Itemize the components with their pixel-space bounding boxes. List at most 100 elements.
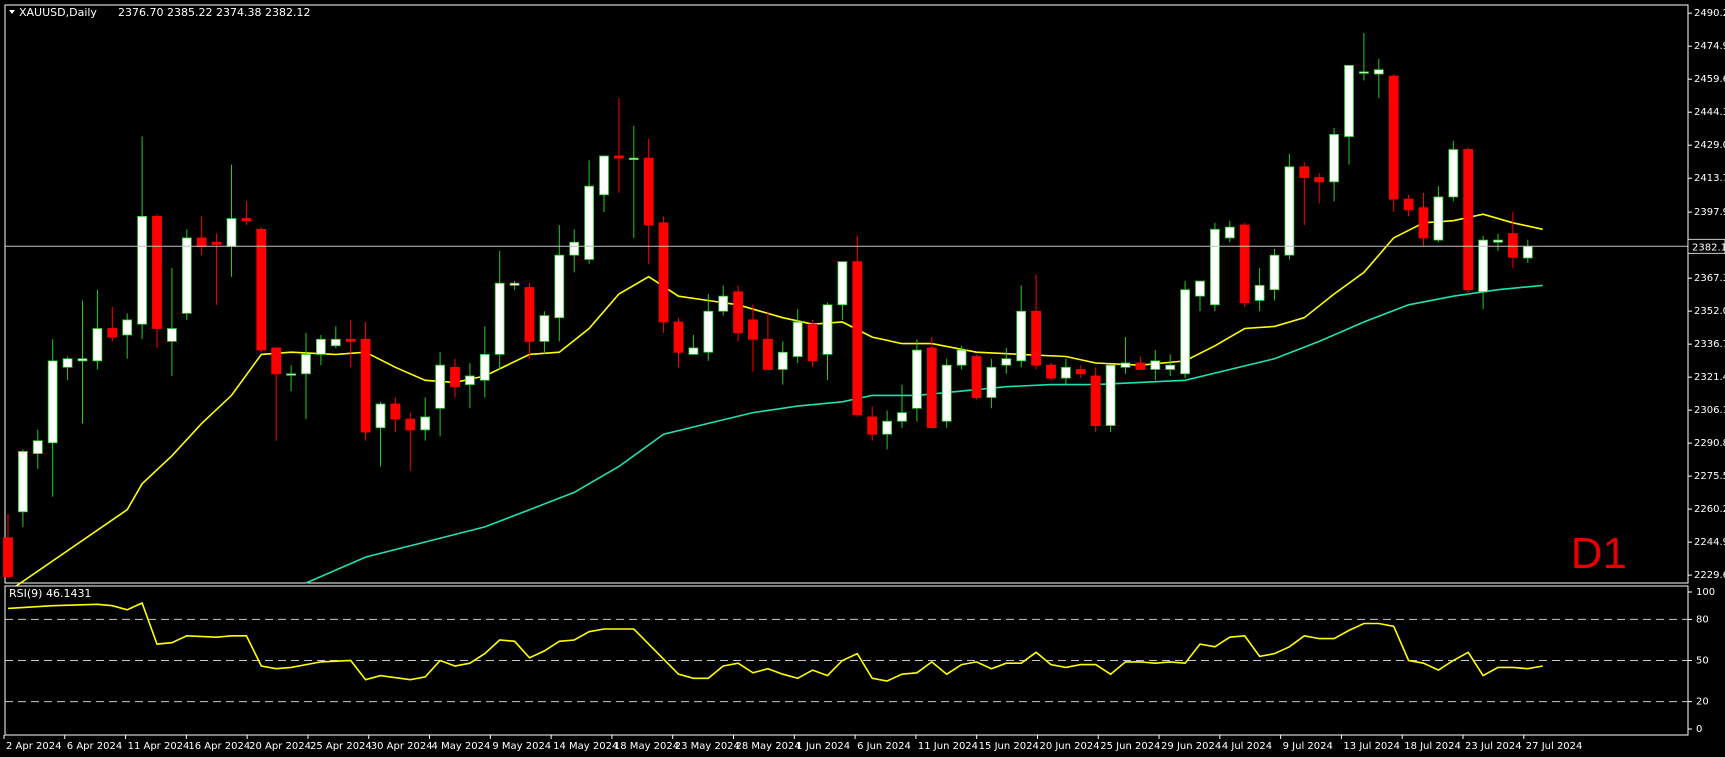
bear-candle[interactable]	[1031, 274, 1041, 370]
bull-candle[interactable]	[1359, 33, 1369, 81]
bull-candle[interactable]	[1016, 285, 1027, 368]
bull-candle[interactable]	[1120, 337, 1131, 374]
bull-candle[interactable]	[301, 332, 311, 420]
collapse-triangle-icon[interactable]	[9, 10, 15, 14]
bull-candle[interactable]	[1373, 58, 1384, 98]
bear-candle[interactable]	[1046, 363, 1056, 381]
bear-candle[interactable]	[256, 227, 267, 353]
bull-candle[interactable]	[1493, 233, 1503, 251]
bull-candle[interactable]	[330, 326, 341, 348]
bull-candle[interactable]	[137, 136, 148, 340]
bull-candle[interactable]	[986, 358, 997, 409]
bull-candle[interactable]	[315, 334, 326, 366]
bear-candle[interactable]	[763, 311, 773, 370]
bear-candle[interactable]	[152, 214, 162, 348]
bear-candle[interactable]	[614, 97, 624, 193]
bear-candle[interactable]	[1135, 356, 1146, 370]
candle-layer[interactable]	[3, 33, 1533, 579]
bull-candle[interactable]	[509, 281, 520, 290]
bull-candle[interactable]	[420, 397, 431, 441]
bull-candle[interactable]	[17, 449, 28, 527]
bull-candle[interactable]	[92, 289, 103, 370]
bull-candle[interactable]	[703, 294, 714, 361]
bear-candle[interactable]	[390, 397, 401, 433]
bear-candle[interactable]	[3, 513, 13, 579]
bear-candle[interactable]	[1239, 222, 1250, 307]
bear-candle[interactable]	[1388, 74, 1399, 213]
bull-candle[interactable]	[1001, 347, 1012, 374]
bull-candle[interactable]	[479, 326, 490, 398]
bull-candle[interactable]	[882, 410, 892, 450]
bull-candle[interactable]	[897, 384, 907, 428]
bull-candle[interactable]	[1269, 248, 1280, 301]
bull-candle[interactable]	[1448, 140, 1459, 202]
bull-candle[interactable]	[1329, 127, 1339, 202]
bear-candle[interactable]	[658, 216, 669, 333]
bull-candle[interactable]	[688, 334, 699, 355]
bull-candle[interactable]	[77, 300, 88, 424]
bull-candle[interactable]	[628, 125, 639, 238]
bull-candle[interactable]	[32, 429, 43, 469]
bull-candle[interactable]	[822, 302, 833, 381]
bear-candle[interactable]	[107, 306, 118, 342]
bear-candle[interactable]	[807, 319, 818, 368]
bear-candle[interactable]	[1463, 147, 1474, 294]
bull-candle[interactable]	[554, 224, 565, 342]
bull-candle[interactable]	[47, 339, 58, 497]
bull-candle[interactable]	[1195, 280, 1205, 312]
bear-candle[interactable]	[1508, 212, 1518, 269]
bear-candle[interactable]	[1090, 367, 1101, 433]
bear-candle[interactable]	[241, 201, 252, 225]
bull-candle[interactable]	[777, 341, 788, 385]
bull-candle[interactable]	[837, 261, 848, 320]
bull-candle[interactable]	[166, 268, 177, 376]
bear-candle[interactable]	[1403, 194, 1414, 217]
bear-candle[interactable]	[345, 319, 356, 368]
rsi-panel[interactable]: 100 80 50 20 0 RSI(9) 46.1431	[4, 585, 1715, 736]
bull-candle[interactable]	[1284, 153, 1295, 260]
bull-candle[interactable]	[494, 250, 505, 370]
bull-candle[interactable]	[792, 309, 803, 364]
bull-candle[interactable]	[1210, 222, 1220, 312]
bear-candle[interactable]	[450, 358, 460, 398]
bull-candle[interactable]	[599, 155, 609, 213]
bull-candle[interactable]	[912, 339, 922, 422]
bull-candle[interactable]	[569, 229, 580, 273]
bear-candle[interactable]	[1299, 162, 1310, 225]
bull-candle[interactable]	[956, 345, 967, 370]
bull-candle[interactable]	[62, 356, 73, 381]
bear-candle[interactable]	[673, 317, 684, 368]
bull-candle[interactable]	[1180, 281, 1190, 379]
bear-candle[interactable]	[405, 412, 416, 471]
bull-candle[interactable]	[1433, 186, 1444, 243]
bull-candle[interactable]	[1224, 220, 1235, 243]
bear-candle[interactable]	[1314, 173, 1325, 204]
bull-candle[interactable]	[1344, 64, 1354, 165]
bull-candle[interactable]	[1478, 235, 1488, 310]
bear-candle[interactable]	[211, 233, 222, 305]
bear-candle[interactable]	[852, 235, 863, 417]
bear-candle[interactable]	[360, 322, 371, 441]
bear-candle[interactable]	[524, 283, 535, 359]
bull-candle[interactable]	[435, 352, 446, 437]
bull-candle[interactable]	[122, 313, 133, 359]
bull-candle[interactable]	[375, 401, 386, 467]
bear-candle[interactable]	[748, 304, 758, 372]
main-price-panel[interactable]: 2490.20 2474.90 2459.60 2444.30 2429.00 2413.…	[3, 4, 1725, 593]
bear-candle[interactable]	[867, 406, 878, 441]
bull-candle[interactable]	[1105, 364, 1116, 433]
bull-candle[interactable]	[1254, 268, 1265, 312]
bull-candle[interactable]	[286, 365, 297, 392]
bull-candle[interactable]	[718, 285, 729, 316]
bear-candle[interactable]	[971, 354, 982, 400]
bull-candle[interactable]	[941, 358, 952, 428]
bear-candle[interactable]	[1418, 192, 1429, 247]
bull-candle[interactable]	[1165, 354, 1176, 376]
bull-candle[interactable]	[181, 229, 192, 320]
bull-candle[interactable]	[1061, 358, 1071, 385]
bear-candle[interactable]	[271, 347, 282, 441]
bull-candle[interactable]	[1150, 350, 1161, 381]
bear-candle[interactable]	[733, 285, 743, 342]
bear-candle[interactable]	[643, 138, 654, 264]
